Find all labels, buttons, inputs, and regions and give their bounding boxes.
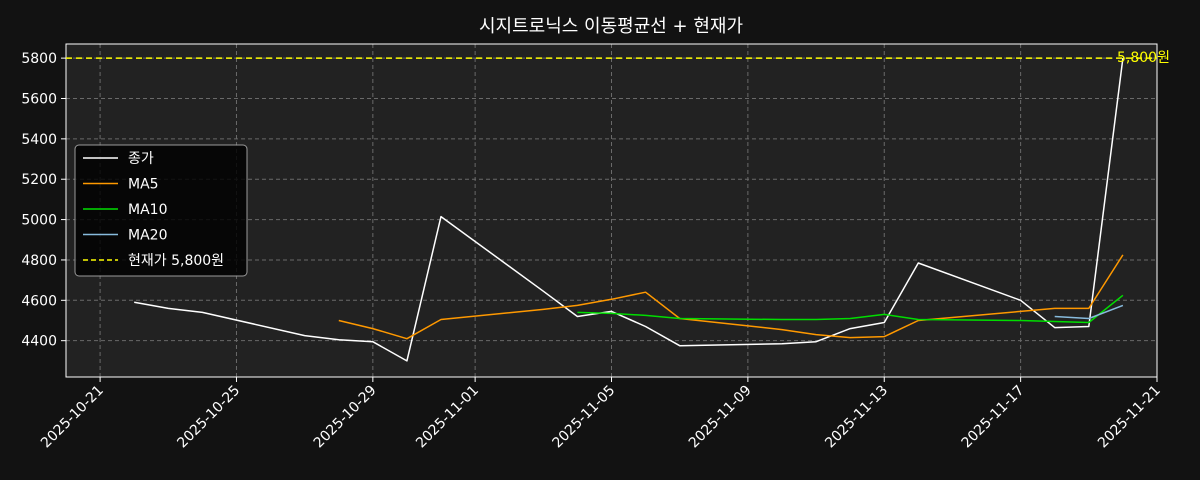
series-layer [134,58,1124,362]
x-tick-label: 2025-11-21 [1095,383,1164,452]
plot-frame [65,43,1158,378]
y-tick-label: 5600 [21,91,57,107]
x-tick-label: 2025-10-25 [174,383,243,452]
legend-label: MA20 [128,228,167,244]
y-tick-label: 5800 [21,51,57,67]
y-tick-label: 5200 [21,172,57,188]
series-line-close [134,58,1124,362]
plot-area [66,44,1157,377]
legend-label: 현재가 5,800원 [128,253,224,269]
series-line-ma20 [1054,304,1124,320]
chart-title: 시지트로닉스 이동평균선 + 현재가 [479,16,743,37]
legend-box [74,144,248,277]
legend-label: MA10 [128,202,167,218]
legend-label: 종가 [128,151,154,167]
x-tick-label: 2025-10-29 [311,383,380,452]
y-tick-label: 5000 [21,213,57,229]
y-tick-label: 4600 [21,293,57,309]
y-tick-label: 5400 [21,132,57,148]
legend-label: MA5 [128,177,159,193]
x-tick-label: 2025-11-17 [959,383,1028,452]
series-line-ma5 [338,254,1124,340]
x-tick-label: 2025-11-05 [549,383,618,452]
legend: 종가 MA5 MA10 MA20 현재가 5,800원 [74,144,248,277]
x-tick-label: 2025-10-21 [38,383,107,452]
y-tick-label: 4400 [21,334,57,350]
series-line-ma10 [577,294,1124,324]
x-tick-label: 2025-11-01 [413,383,482,452]
x-tick-label: 2025-11-09 [686,383,755,452]
current-price-label: 5,800원 [1117,50,1170,66]
y-tick-label: 4800 [21,253,57,269]
x-tick-label: 2025-11-13 [822,383,891,452]
reference-line-layer: 5,800원 [66,50,1170,66]
